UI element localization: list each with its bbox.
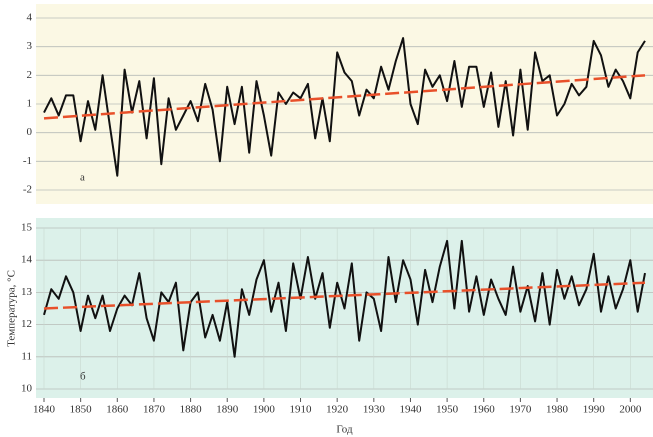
y-tick-label: -1	[23, 155, 32, 167]
y-tick-label: 15	[21, 222, 33, 234]
y-tick-label: 13	[21, 286, 33, 298]
trend-line	[43, 281, 646, 310]
x-tick-label: 1940	[399, 404, 422, 416]
x-tick-label: 1870	[143, 404, 166, 416]
x-tick-label: 1840	[33, 404, 56, 416]
x-tick-label: 1900	[253, 404, 276, 416]
x-axis-label: Год	[336, 424, 353, 436]
x-tick-label: 1850	[70, 404, 93, 416]
y-tick-label: 10	[21, 383, 33, 395]
x-tick-label: 2000	[619, 404, 642, 416]
y-tick-label: 4	[27, 12, 33, 24]
y-tick-label: 3	[27, 40, 33, 52]
x-tick-label: 1930	[363, 404, 386, 416]
x-tick-label: 1970	[509, 404, 532, 416]
x-tick-label: 1880	[180, 404, 203, 416]
y-tick-label: -2	[23, 184, 32, 196]
x-tick-label: 1960	[473, 404, 496, 416]
panel-label: б	[80, 371, 86, 383]
y-tick-label: 12	[21, 318, 32, 330]
x-tick-label: 1910	[290, 404, 313, 416]
y-tick-label: 0	[27, 126, 33, 138]
x-tick-label: 1990	[583, 404, 606, 416]
y-tick-label: 1	[27, 98, 33, 110]
x-tick-label: 1980	[546, 404, 569, 416]
data-line	[43, 37, 646, 177]
x-tick-label: 1950	[436, 404, 459, 416]
y-tick-label: 11	[21, 350, 32, 362]
y-tick-label: 2	[27, 69, 33, 81]
x-tick-label: 1860	[106, 404, 129, 416]
y-tick-label: 14	[21, 254, 33, 266]
x-tick-label: 1890	[216, 404, 239, 416]
y-axis-label: Температура, °C	[6, 270, 18, 347]
trend-line	[43, 74, 646, 120]
x-tick-label: 1920	[326, 404, 349, 416]
panel-label: а	[80, 172, 85, 184]
